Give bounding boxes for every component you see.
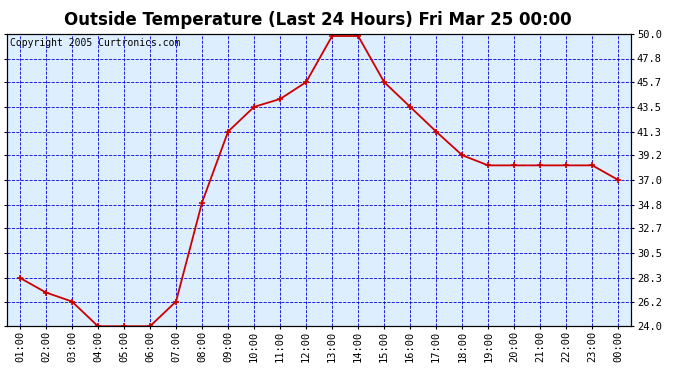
Text: Copyright 2005 Curtronics.com: Copyright 2005 Curtronics.com <box>10 38 180 48</box>
Text: Outside Temperature (Last 24 Hours) Fri Mar 25 00:00: Outside Temperature (Last 24 Hours) Fri … <box>63 11 571 29</box>
